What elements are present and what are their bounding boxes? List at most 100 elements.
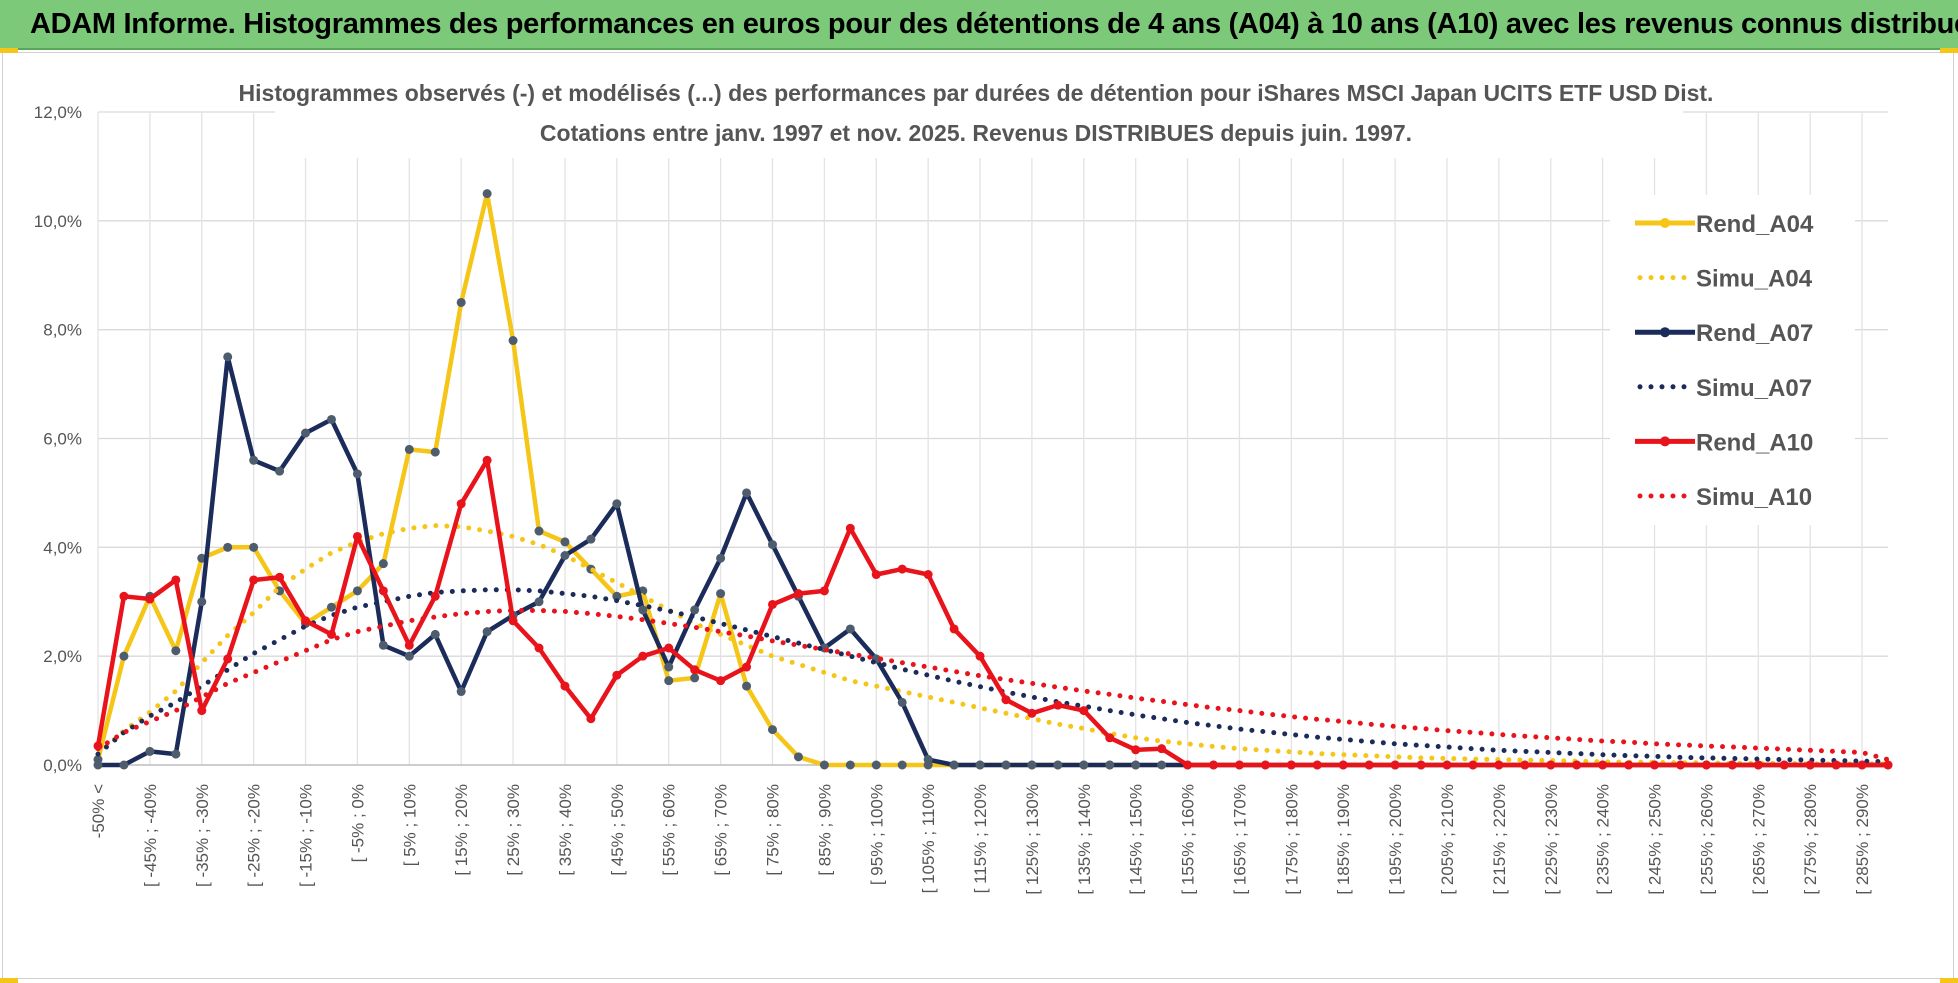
x-tick-label: [ -15% ; -10% xyxy=(297,784,316,887)
point-Rend_A04 xyxy=(508,336,518,346)
point-Rend_A10 xyxy=(1753,760,1763,770)
point-Rend_A10 xyxy=(301,616,311,626)
legend-item-Rend_A04: Rend_A04 xyxy=(1635,211,1814,238)
x-axis-ticks: -50% < [ -45% ; -40% [ -35% ; -30% [ -25% ;… xyxy=(89,784,1872,895)
x-tick-label: [ 35% ; 40% xyxy=(556,784,575,876)
series-Simu_A07 xyxy=(95,587,1891,765)
banner: ADAM Informe. Histogrammes des performan… xyxy=(0,0,1958,50)
title-background xyxy=(275,74,1683,158)
x-tick-label: [ 55% ; 60% xyxy=(660,784,679,876)
point-Rend_A04 xyxy=(793,752,803,762)
x-tick-label: [ 235% ; 240% xyxy=(1594,784,1613,895)
point-Rend_A04 xyxy=(326,602,336,612)
point-Rend_A04 xyxy=(430,447,440,457)
point-Rend_A04 xyxy=(482,189,492,199)
x-tick-label: [ 75% ; 80% xyxy=(763,784,782,876)
point-Rend_A10 xyxy=(1234,760,1244,770)
point-Rend_A07 xyxy=(1105,760,1115,770)
point-Rend_A04 xyxy=(690,673,700,683)
point-Rend_A07 xyxy=(534,597,544,607)
x-tick-label: [ 135% ; 140% xyxy=(1075,784,1094,895)
point-Rend_A10 xyxy=(1520,760,1530,770)
point-Rend_A04 xyxy=(275,586,285,596)
point-Rend_A10 xyxy=(664,643,674,653)
legend-item-Simu_A04: Simu_A04 xyxy=(1637,266,1813,293)
point-Rend_A07 xyxy=(430,629,440,639)
point-Rend_A10 xyxy=(871,570,881,580)
point-Rend_A10 xyxy=(1105,733,1115,743)
x-tick-label: [ 215% ; 220% xyxy=(1490,784,1509,895)
point-Rend_A10 xyxy=(1312,760,1322,770)
legend-item-Simu_A10: Simu_A10 xyxy=(1637,484,1812,511)
x-tick-label: [ 205% ; 210% xyxy=(1438,784,1457,895)
point-Rend_A10 xyxy=(326,629,336,639)
line-Rend_A10 xyxy=(95,458,1888,768)
chart-title: Histogrammes observés (-) et modélisés (… xyxy=(239,80,1714,106)
point-Rend_A10 xyxy=(352,531,362,541)
point-Rend_A10 xyxy=(404,640,414,650)
point-Rend_A10 xyxy=(1727,760,1737,770)
point-Rend_A10 xyxy=(1572,760,1582,770)
point-Rend_A10 xyxy=(1468,760,1478,770)
x-tick-label: [ 265% ; 270% xyxy=(1749,784,1768,895)
y-tick-label: 12,0% xyxy=(34,103,82,122)
point-Rend_A10 xyxy=(1416,760,1426,770)
point-Rend_A10 xyxy=(949,624,959,634)
point-Rend_A10 xyxy=(1598,760,1608,770)
legend-label: Rend_A07 xyxy=(1696,320,1813,347)
point-Rend_A10 xyxy=(1675,760,1685,770)
point-Rend_A07 xyxy=(1079,760,1089,770)
legend-background xyxy=(1610,195,1855,525)
point-Rend_A07 xyxy=(378,640,388,650)
legend-item-Simu_A07: Simu_A07 xyxy=(1637,375,1812,402)
chart-frame xyxy=(2,52,1954,979)
point-Rend_A10 xyxy=(378,586,388,596)
x-tick-label: [ -35% ; -30% xyxy=(193,784,212,887)
point-Rend_A10 xyxy=(638,651,648,661)
point-Rend_A07 xyxy=(145,746,155,756)
point-Rend_A04 xyxy=(378,559,388,569)
point-Rend_A10 xyxy=(1053,700,1063,710)
point-Rend_A10 xyxy=(119,591,129,601)
point-Rend_A04 xyxy=(897,760,907,770)
point-Rend_A07 xyxy=(197,597,207,607)
point-Rend_A10 xyxy=(456,499,466,509)
point-Rend_A04 xyxy=(871,760,881,770)
point-Rend_A10 xyxy=(1079,706,1089,716)
x-tick-label: [ 45% ; 50% xyxy=(608,784,627,876)
x-tick-label: [ 85% ; 90% xyxy=(815,784,834,876)
x-tick-label: [ 25% ; 30% xyxy=(504,784,523,876)
point-Rend_A07 xyxy=(482,627,492,637)
legend-label: Rend_A10 xyxy=(1696,429,1813,456)
point-Rend_A07 xyxy=(223,352,233,362)
point-Rend_A10 xyxy=(586,714,596,724)
point-Rend_A07 xyxy=(664,662,674,672)
series-Simu_A10 xyxy=(95,608,1891,763)
legend-label: Simu_A07 xyxy=(1696,375,1812,402)
point-Rend_A10 xyxy=(1883,760,1893,770)
x-tick-label: [ 195% ; 200% xyxy=(1386,784,1405,895)
point-Rend_A04 xyxy=(612,591,622,601)
point-Rend_A10 xyxy=(897,564,907,574)
legend-label: Simu_A10 xyxy=(1696,484,1812,511)
x-tick-label: [ -25% ; -20% xyxy=(245,784,264,887)
point-Rend_A04 xyxy=(845,760,855,770)
point-Rend_A10 xyxy=(482,455,492,465)
point-Rend_A10 xyxy=(275,572,285,582)
point-Rend_A07 xyxy=(586,534,596,544)
x-tick-label: [ 185% ; 190% xyxy=(1334,784,1353,895)
point-Rend_A07 xyxy=(1053,760,1063,770)
x-tick-label: -50% < xyxy=(89,784,108,838)
y-tick-label: 10,0% xyxy=(34,212,82,231)
point-Rend_A10 xyxy=(923,570,933,580)
x-tick-label: [ -5% ; 0% xyxy=(348,784,367,862)
x-tick-label: [ 95% ; 100% xyxy=(867,784,886,885)
point-Rend_A10 xyxy=(223,654,233,664)
point-Rend_A07 xyxy=(1001,760,1011,770)
point-Rend_A07 xyxy=(560,550,570,560)
x-tick-label: [ 155% ; 160% xyxy=(1179,784,1198,895)
point-Rend_A04 xyxy=(819,760,829,770)
line-Simu_A04 xyxy=(95,523,1891,767)
x-tick-label: [ 125% ; 130% xyxy=(1023,784,1042,895)
point-Rend_A10 xyxy=(249,575,259,585)
